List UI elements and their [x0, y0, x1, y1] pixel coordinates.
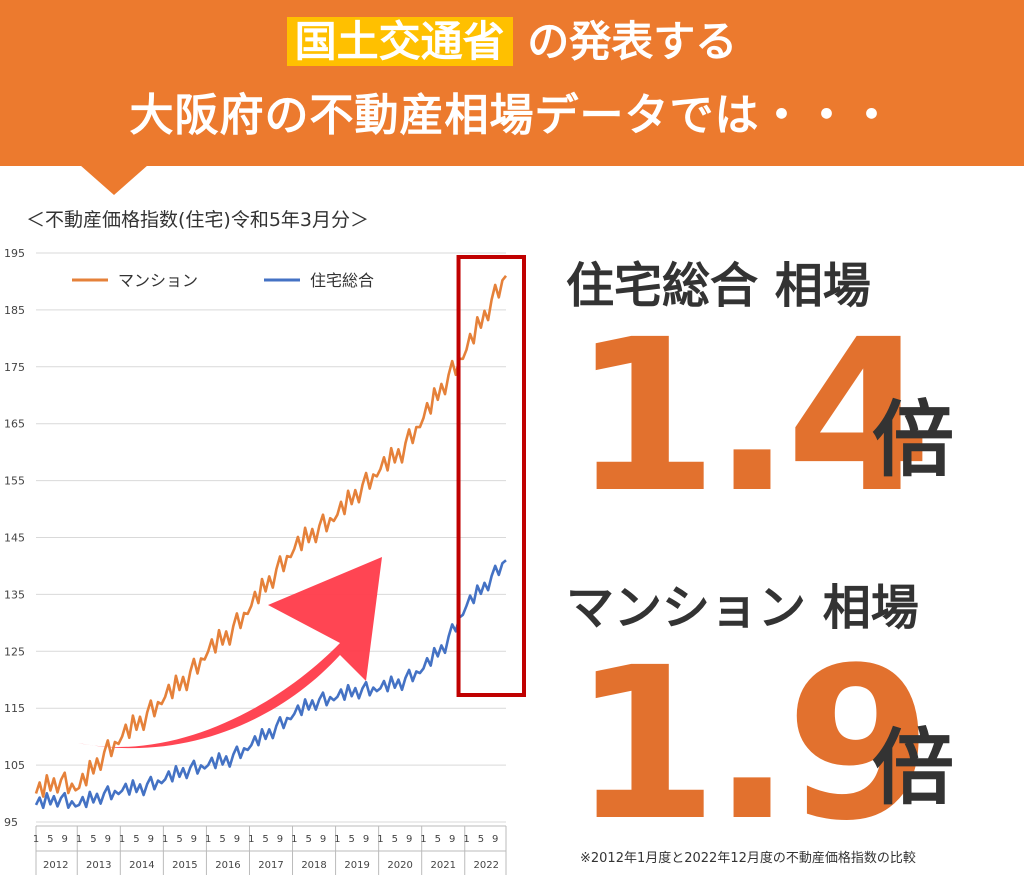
year-tick-label: 2019 — [344, 860, 369, 871]
month-tick-label: 1 — [33, 834, 39, 845]
month-tick-label: 1 — [119, 834, 125, 845]
month-tick-label: 9 — [449, 834, 455, 845]
y-tick-label: 195 — [4, 247, 25, 260]
footnote: ※2012年1月度と2022年12月度の不動産価格指数の比較 — [580, 851, 916, 866]
header-line-2: 大阪府の不動産相場データでは・・・ — [129, 90, 895, 141]
month-tick-label: 1 — [463, 834, 469, 845]
year-tick-label: 2014 — [129, 860, 154, 871]
month-tick-label: 9 — [191, 834, 197, 845]
header-line1-rest: の発表する — [512, 17, 738, 66]
month-tick-label: 1 — [205, 834, 211, 845]
month-tick-label: 5 — [305, 834, 311, 845]
year-tick-label: 2015 — [172, 860, 197, 871]
month-tick-label: 9 — [406, 834, 412, 845]
header-highlight: 国土交通省 — [286, 17, 513, 66]
y-tick-label: 175 — [4, 361, 25, 374]
month-tick-label: 9 — [492, 834, 498, 845]
month-tick-label: 9 — [105, 834, 111, 845]
month-tick-label: 5 — [478, 834, 484, 845]
month-tick-label: 1 — [291, 834, 297, 845]
month-tick-label: 1 — [377, 834, 383, 845]
year-tick-label: 2012 — [43, 860, 68, 871]
legend-label: マンション — [118, 271, 198, 290]
banner-pointer — [80, 165, 148, 195]
month-tick-label: 5 — [392, 834, 398, 845]
y-tick-label: 145 — [4, 532, 25, 545]
month-tick-label: 1 — [248, 834, 254, 845]
y-tick-label: 125 — [4, 645, 25, 658]
month-tick-label: 9 — [363, 834, 369, 845]
y-tick-label: 165 — [4, 418, 25, 431]
y-tick-label: 135 — [4, 588, 25, 601]
mansion-stat-unit: 倍 — [872, 721, 955, 816]
header-line-1: 国土交通省 の発表する — [0, 14, 1024, 70]
housing-stat-unit: 倍 — [872, 393, 955, 488]
month-tick-label: 5 — [435, 834, 441, 845]
y-tick-label: 115 — [4, 702, 25, 715]
month-tick-label: 9 — [234, 834, 240, 845]
year-tick-label: 2020 — [387, 860, 412, 871]
month-tick-label: 5 — [90, 834, 96, 845]
month-tick-label: 1 — [76, 834, 82, 845]
month-tick-label: 1 — [162, 834, 168, 845]
year-tick-label: 2018 — [301, 860, 326, 871]
trend-arrow-icon — [78, 557, 382, 749]
y-tick-label: 185 — [4, 304, 25, 317]
y-tick-label: 105 — [4, 759, 25, 772]
highlight-frame — [456, 255, 527, 697]
y-tick-label: 155 — [4, 475, 25, 488]
chart-title: ＜不動産価格指数(住宅)令和5年3月分＞ — [26, 209, 370, 231]
year-tick-label: 2017 — [258, 860, 283, 871]
y-tick-label: 95 — [4, 816, 18, 829]
month-tick-label: 1 — [420, 834, 426, 845]
mansion-stat-value: 1.9 — [572, 622, 932, 867]
mansion-stat-label: マンション 相場 — [566, 580, 919, 636]
series-line — [34, 274, 508, 798]
housing-stat-label: 住宅総合 相場 — [566, 258, 871, 314]
month-tick-label: 9 — [277, 834, 283, 845]
month-tick-label: 5 — [262, 834, 268, 845]
month-tick-label: 9 — [320, 834, 326, 845]
year-tick-label: 2016 — [215, 860, 240, 871]
month-tick-label: 5 — [349, 834, 355, 845]
month-tick-label: 5 — [219, 834, 225, 845]
year-tick-label: 2022 — [474, 860, 499, 871]
month-tick-label: 5 — [133, 834, 139, 845]
month-tick-label: 9 — [62, 834, 68, 845]
month-tick-label: 1 — [334, 834, 340, 845]
series-line — [34, 559, 507, 810]
year-tick-label: 2013 — [86, 860, 111, 871]
month-tick-label: 9 — [148, 834, 154, 845]
housing-stat-value: 1.4 — [572, 294, 932, 539]
legend-label: 住宅総合 — [310, 271, 374, 290]
month-tick-label: 5 — [47, 834, 53, 845]
month-tick-label: 5 — [176, 834, 182, 845]
year-tick-label: 2021 — [430, 860, 455, 871]
